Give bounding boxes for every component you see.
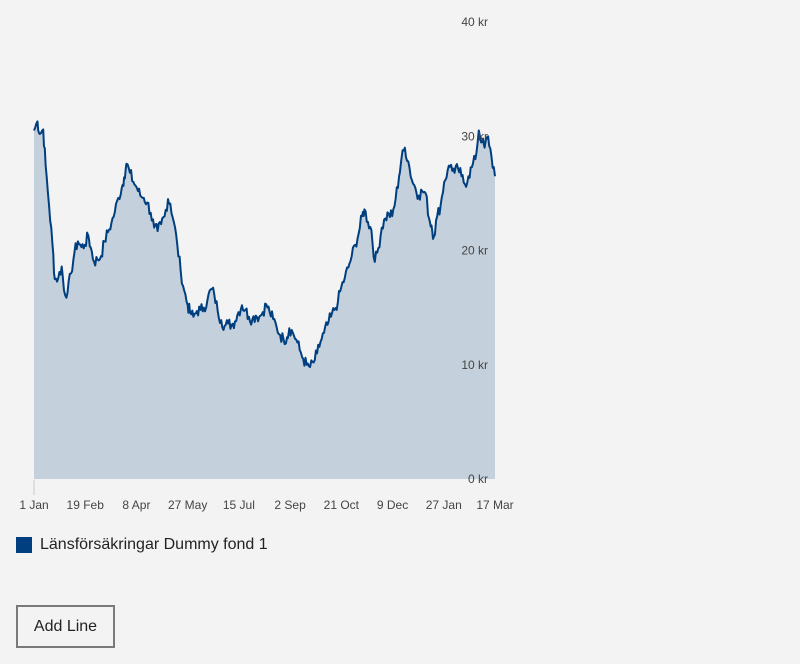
y-tick-label: 20 kr	[461, 244, 488, 258]
legend: Länsförsäkringar Dummy fond 1	[16, 536, 268, 554]
x-tick-label: 1 Jan	[19, 498, 48, 512]
legend-swatch	[16, 537, 32, 553]
series-area	[34, 121, 495, 480]
x-axis: 1 Jan 19 Feb 8 Apr 27 May 15 Jul 2 Sep 21 Oct 9…	[19, 498, 513, 512]
y-tick-label: 30 kr	[461, 129, 488, 143]
price-chart: 0 kr 10 kr 20 kr 30 kr 40 kr 1 Jan 19 Feb 8 Ap…	[19, 15, 513, 512]
x-tick-label: 27 Jan	[426, 498, 462, 512]
legend-label: Länsförsäkringar Dummy fond 1	[40, 536, 268, 553]
add-line-button[interactable]: Add Line	[16, 605, 115, 648]
y-tick-label: 0 kr	[468, 472, 488, 486]
x-tick-label: 19 Feb	[67, 498, 105, 512]
x-tick-label: 17 Mar	[476, 498, 513, 512]
x-tick-label: 21 Oct	[324, 498, 360, 512]
x-tick-label: 2 Sep	[274, 498, 306, 512]
x-tick-label: 8 Apr	[122, 498, 150, 512]
x-tick-label: 9 Dec	[377, 498, 408, 512]
y-tick-label: 40 kr	[461, 15, 488, 29]
y-tick-label: 10 kr	[461, 358, 488, 372]
plot-area	[33, 120, 496, 495]
series-line	[33, 120, 496, 368]
y-axis: 0 kr 10 kr 20 kr 30 kr 40 kr	[461, 15, 488, 486]
x-tick-label: 27 May	[168, 498, 207, 512]
x-tick-label: 15 Jul	[223, 498, 255, 512]
